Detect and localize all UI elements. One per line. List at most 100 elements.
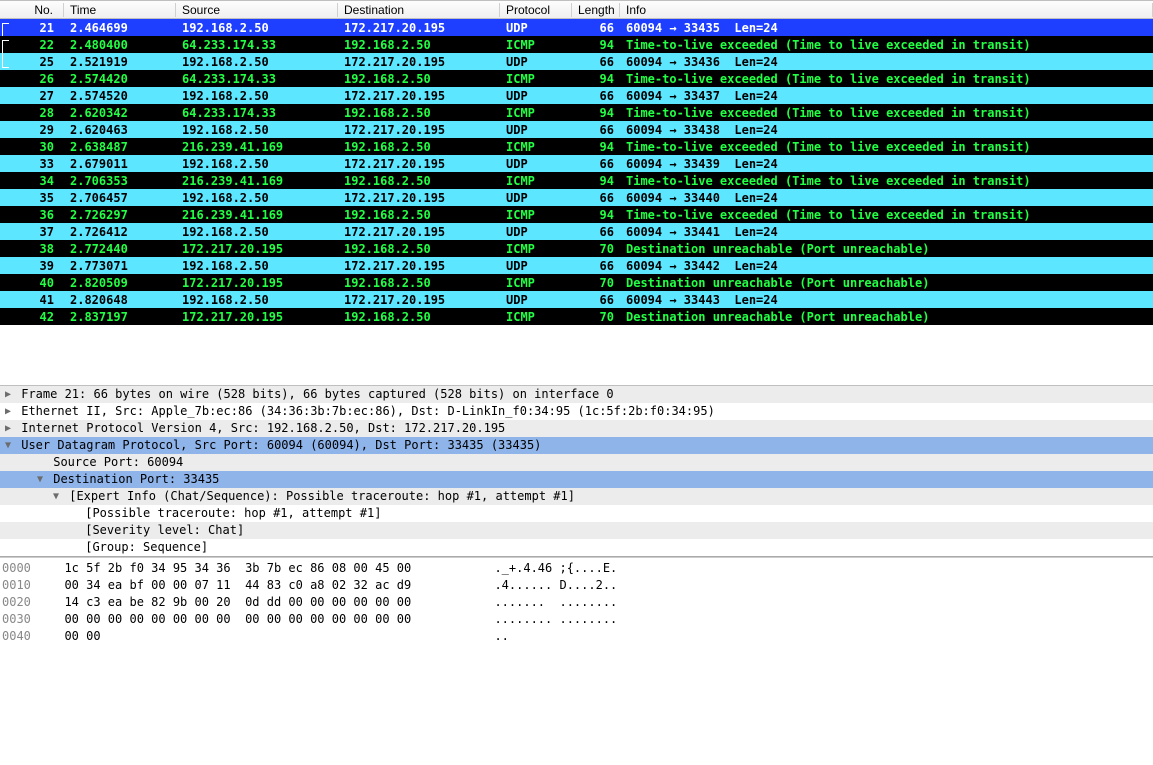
packet-row[interactable]: 292.620463192.168.2.50172.217.20.195UDP6… xyxy=(0,121,1153,138)
detail-line[interactable]: ▶ [Severity level: Chat] xyxy=(0,522,1153,539)
cell-no: 25 xyxy=(0,55,64,69)
col-header-length[interactable]: Length xyxy=(572,3,620,17)
packet-row[interactable]: 282.62034264.233.174.33192.168.2.50ICMP9… xyxy=(0,104,1153,121)
cell-source: 192.168.2.50 xyxy=(176,259,338,273)
cell-length: 66 xyxy=(572,123,620,137)
hex-line[interactable]: 0040 00 00 .. xyxy=(2,628,1151,645)
cell-length: 66 xyxy=(572,89,620,103)
cell-protocol: UDP xyxy=(500,225,572,239)
packet-row[interactable]: 392.773071192.168.2.50172.217.20.195UDP6… xyxy=(0,257,1153,274)
packet-row[interactable]: 222.48040064.233.174.33192.168.2.50ICMP9… xyxy=(0,36,1153,53)
col-header-source[interactable]: Source xyxy=(176,3,338,17)
detail-line[interactable]: ▶ Internet Protocol Version 4, Src: 192.… xyxy=(0,420,1153,437)
packet-row[interactable]: 382.772440172.217.20.195192.168.2.50ICMP… xyxy=(0,240,1153,257)
cell-time: 2.620342 xyxy=(64,106,176,120)
col-header-protocol[interactable]: Protocol xyxy=(500,3,572,17)
hex-line[interactable]: 0010 00 34 ea bf 00 00 07 11 44 83 c0 a8… xyxy=(2,577,1151,594)
packet-row[interactable]: 372.726412192.168.2.50172.217.20.195UDP6… xyxy=(0,223,1153,240)
detail-text: Destination Port: 33435 xyxy=(46,471,219,488)
detail-text: [Expert Info (Chat/Sequence): Possible t… xyxy=(62,488,575,505)
detail-line[interactable]: ▶ [Group: Sequence] xyxy=(0,539,1153,556)
cell-length: 70 xyxy=(572,276,620,290)
cell-time: 2.620463 xyxy=(64,123,176,137)
packet-row[interactable]: 212.464699192.168.2.50172.217.20.195UDP6… xyxy=(0,19,1153,36)
cell-destination: 192.168.2.50 xyxy=(338,242,500,256)
col-header-info[interactable]: Info xyxy=(620,3,1153,17)
cell-no: 27 xyxy=(0,89,64,103)
cell-info: Time-to-live exceeded (Time to live exce… xyxy=(620,38,1153,52)
cell-no: 26 xyxy=(0,72,64,86)
cell-no: 38 xyxy=(0,242,64,256)
packet-row[interactable]: 352.706457192.168.2.50172.217.20.195UDP6… xyxy=(0,189,1153,206)
hex-line[interactable]: 0030 00 00 00 00 00 00 00 00 00 00 00 00… xyxy=(2,611,1151,628)
packet-row[interactable]: 252.521919192.168.2.50172.217.20.195UDP6… xyxy=(0,53,1153,70)
disclosure-right-icon[interactable]: ▶ xyxy=(2,403,14,420)
cell-destination: 172.217.20.195 xyxy=(338,157,500,171)
cell-info: Time-to-live exceeded (Time to live exce… xyxy=(620,174,1153,188)
cell-protocol: ICMP xyxy=(500,72,572,86)
detail-line[interactable]: ▶ [Possible traceroute: hop #1, attempt … xyxy=(0,505,1153,522)
cell-destination: 192.168.2.50 xyxy=(338,106,500,120)
detail-line[interactable]: ▼ Destination Port: 33435 xyxy=(0,471,1153,488)
col-header-no[interactable]: No. xyxy=(0,3,64,17)
cell-time: 2.480400 xyxy=(64,38,176,52)
cell-destination: 172.217.20.195 xyxy=(338,259,500,273)
cell-protocol: ICMP xyxy=(500,310,572,324)
packet-row[interactable]: 412.820648192.168.2.50172.217.20.195UDP6… xyxy=(0,291,1153,308)
cell-no: 36 xyxy=(0,208,64,222)
detail-line[interactable]: ▶ Frame 21: 66 bytes on wire (528 bits),… xyxy=(0,386,1153,403)
cell-time: 2.726297 xyxy=(64,208,176,222)
disclosure-down-icon[interactable]: ▼ xyxy=(2,437,14,454)
cell-time: 2.521919 xyxy=(64,55,176,69)
detail-line[interactable]: ▶ Source Port: 60094 xyxy=(0,454,1153,471)
cell-source: 216.239.41.169 xyxy=(176,140,338,154)
disclosure-right-icon[interactable]: ▶ xyxy=(2,420,14,437)
cell-destination: 172.217.20.195 xyxy=(338,55,500,69)
cell-time: 2.726412 xyxy=(64,225,176,239)
disclosure-right-icon[interactable]: ▶ xyxy=(2,386,14,403)
disclosure-down-icon[interactable]: ▼ xyxy=(34,471,46,488)
cell-protocol: ICMP xyxy=(500,174,572,188)
col-header-dest[interactable]: Destination xyxy=(338,3,500,17)
cell-protocol: UDP xyxy=(500,191,572,205)
hex-line[interactable]: 0020 14 c3 ea be 82 9b 00 20 0d dd 00 00… xyxy=(2,594,1151,611)
detail-line[interactable]: ▼ User Datagram Protocol, Src Port: 6009… xyxy=(0,437,1153,454)
packet-row[interactable]: 362.726297216.239.41.169192.168.2.50ICMP… xyxy=(0,206,1153,223)
cell-protocol: ICMP xyxy=(500,106,572,120)
col-header-time[interactable]: Time xyxy=(64,3,176,17)
cell-info: Time-to-live exceeded (Time to live exce… xyxy=(620,208,1153,222)
detail-line[interactable]: ▼ [Expert Info (Chat/Sequence): Possible… xyxy=(0,488,1153,505)
cell-destination: 172.217.20.195 xyxy=(338,123,500,137)
packet-row[interactable]: 272.574520192.168.2.50172.217.20.195UDP6… xyxy=(0,87,1153,104)
cell-length: 66 xyxy=(572,259,620,273)
cell-destination: 192.168.2.50 xyxy=(338,174,500,188)
cell-source: 192.168.2.50 xyxy=(176,191,338,205)
cell-info: 60094 → 33440 Len=24 xyxy=(620,191,1153,205)
packet-row[interactable]: 422.837197172.217.20.195192.168.2.50ICMP… xyxy=(0,308,1153,325)
cell-source: 64.233.174.33 xyxy=(176,72,338,86)
hex-bytes: 00 00 00 00 00 00 00 00 00 00 00 00 00 0… xyxy=(50,611,480,628)
cell-protocol: ICMP xyxy=(500,208,572,222)
packet-row[interactable]: 262.57442064.233.174.33192.168.2.50ICMP9… xyxy=(0,70,1153,87)
cell-protocol: ICMP xyxy=(500,242,572,256)
packet-row[interactable]: 302.638487216.239.41.169192.168.2.50ICMP… xyxy=(0,138,1153,155)
cell-length: 94 xyxy=(572,72,620,86)
detail-line[interactable]: ▶ Ethernet II, Src: Apple_7b:ec:86 (34:3… xyxy=(0,403,1153,420)
cell-time: 2.772440 xyxy=(64,242,176,256)
cell-time: 2.638487 xyxy=(64,140,176,154)
packet-row[interactable]: 402.820509172.217.20.195192.168.2.50ICMP… xyxy=(0,274,1153,291)
packet-row[interactable]: 332.679011192.168.2.50172.217.20.195UDP6… xyxy=(0,155,1153,172)
cell-length: 66 xyxy=(572,191,620,205)
cell-no: 40 xyxy=(0,276,64,290)
cell-info: 60094 → 33441 Len=24 xyxy=(620,225,1153,239)
cell-protocol: ICMP xyxy=(500,140,572,154)
disclosure-down-icon[interactable]: ▼ xyxy=(50,488,62,505)
cell-protocol: UDP xyxy=(500,89,572,103)
cell-info: 60094 → 33443 Len=24 xyxy=(620,293,1153,307)
cell-time: 2.773071 xyxy=(64,259,176,273)
packet-row[interactable]: 342.706353216.239.41.169192.168.2.50ICMP… xyxy=(0,172,1153,189)
cell-protocol: UDP xyxy=(500,21,572,35)
cell-info: Destination unreachable (Port unreachabl… xyxy=(620,276,1153,290)
cell-source: 216.239.41.169 xyxy=(176,174,338,188)
hex-line[interactable]: 0000 1c 5f 2b f0 34 95 34 36 3b 7b ec 86… xyxy=(2,560,1151,577)
